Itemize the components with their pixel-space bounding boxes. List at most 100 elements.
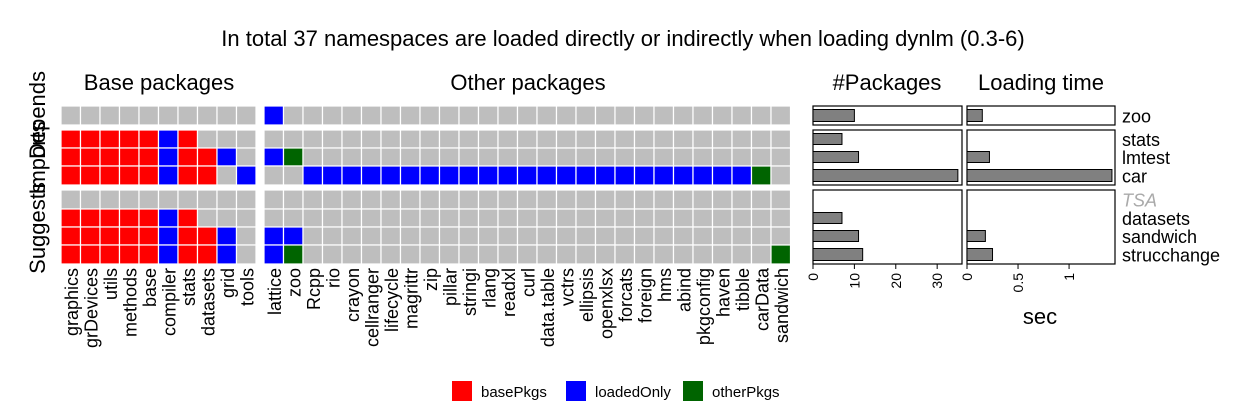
other-cell-r0-c17: [594, 105, 616, 126]
other-cell-r0-c23: [711, 105, 733, 126]
other-cell-r1-c18: [614, 129, 636, 149]
other-cell-r2-c14: [536, 147, 558, 167]
other-cell-r1-c22: [692, 129, 714, 149]
other-cell-r7-c21: [672, 244, 694, 265]
other-cell-r0-c24: [731, 105, 753, 126]
other-cell-r2-c7: [399, 147, 421, 167]
loading-time-bar-lmtest: [966, 151, 990, 163]
base-cell-r6-c7: [196, 226, 218, 246]
other-column-label-lifecycle: lifecycle: [382, 268, 402, 332]
other-cell-r7-c18: [614, 244, 636, 265]
other-cell-r2-c3: [321, 147, 343, 167]
other-cell-r5-c8: [419, 208, 441, 228]
panel-title-other: Other packages: [450, 70, 605, 95]
other-cell-r4-c6: [380, 189, 402, 210]
base-cell-r3-c1: [79, 165, 101, 186]
other-cell-r1-c12: [497, 129, 519, 149]
other-cell-r6-c8: [419, 226, 441, 246]
other-cell-r5-c19: [633, 208, 655, 228]
other-cell-r6-c20: [653, 226, 675, 246]
base-cell-r1-c4: [138, 129, 160, 149]
x-axis-label-sec: sec: [1023, 304, 1057, 329]
other-cell-r2-c21: [672, 147, 694, 167]
other-cell-r2-c12: [497, 147, 519, 167]
other-column-label-zip: zip: [421, 268, 441, 291]
other-cell-r0-c26: [770, 105, 792, 126]
other-cell-r3-c7: [399, 165, 421, 186]
base-column-label-tools: tools: [237, 268, 257, 306]
other-cell-r2-c25: [750, 147, 772, 167]
other-cell-r2-c20: [653, 147, 675, 167]
other-cell-r4-c25: [750, 189, 772, 210]
other-cell-r3-c10: [458, 165, 480, 186]
other-cell-r6-c22: [692, 226, 714, 246]
other-cell-r4-c20: [653, 189, 675, 210]
panel-title-packages: #Packages: [833, 70, 942, 95]
base-cell-r4-c5: [157, 189, 179, 210]
other-cell-r6-c16: [575, 226, 597, 246]
legend-swatch-otherpkgs: [683, 381, 703, 401]
bar-layer: [812, 105, 1116, 269]
other-cell-r2-c15: [555, 147, 577, 167]
other-cell-r1-c20: [653, 129, 675, 149]
other-cell-r5-c6: [380, 208, 402, 228]
base-cell-r6-c1: [79, 226, 101, 246]
other-cell-r7-c15: [555, 244, 577, 265]
base-cell-r2-c3: [118, 147, 140, 167]
other-cell-r4-c21: [672, 189, 694, 210]
base-cell-r6-c6: [177, 226, 199, 246]
base-cell-r6-c5: [157, 226, 179, 246]
other-cell-r2-c9: [438, 147, 460, 167]
other-cell-r6-c25: [750, 226, 772, 246]
packages-bar-sandwich: [812, 230, 860, 242]
other-cell-r5-c20: [653, 208, 675, 228]
other-cell-r2-c11: [477, 147, 499, 167]
other-cell-r6-c23: [711, 226, 733, 246]
other-cell-r5-c16: [575, 208, 597, 228]
base-cell-r1-c1: [79, 129, 101, 149]
base-cell-r3-c0: [60, 165, 82, 186]
other-cell-r3-c19: [633, 165, 655, 186]
loading-time-panel-frame-0: [966, 105, 1116, 126]
other-cell-r7-c7: [399, 244, 421, 265]
base-cell-r4-c7: [196, 189, 218, 210]
other-column-label-cardata: carData: [752, 267, 772, 331]
panel-title-base: Base packages: [84, 70, 234, 95]
base-cell-r2-c5: [157, 147, 179, 167]
other-cell-r2-c23: [711, 147, 733, 167]
base-cell-r1-c5: [157, 129, 179, 149]
other-cell-r3-c12: [497, 165, 519, 186]
row-label-car: car: [1122, 167, 1147, 187]
base-cell-r1-c2: [99, 129, 121, 149]
base-cell-r0-c0: [60, 105, 82, 126]
other-column-label-pillar: pillar: [440, 268, 460, 306]
other-column-label-openxlsx: openxlsx: [596, 268, 616, 339]
packages-tick-label-0: 0: [805, 273, 821, 281]
base-cell-r5-c0: [60, 208, 82, 228]
other-cell-r5-c3: [321, 208, 343, 228]
other-cell-r2-c26: [770, 147, 792, 167]
other-column-label-rcpp: Rcpp: [304, 268, 324, 310]
other-cell-r5-c1: [282, 208, 304, 228]
other-column-label-magrittr: magrittr: [401, 268, 421, 329]
other-cell-r4-c11: [477, 189, 499, 210]
other-cell-r3-c4: [341, 165, 363, 186]
other-cell-r1-c4: [341, 129, 363, 149]
base-cell-r1-c7: [196, 129, 218, 149]
base-cell-r4-c9: [235, 189, 257, 210]
other-cell-r4-c0: [263, 189, 285, 210]
other-column-label-sandwich: sandwich: [772, 268, 792, 343]
base-cell-r7-c4: [138, 244, 160, 265]
other-cell-r0-c25: [750, 105, 772, 126]
row-label-zoo: zoo: [1122, 107, 1151, 127]
packages-bar-stats: [812, 133, 843, 145]
other-cell-r3-c21: [672, 165, 694, 186]
base-cell-r3-c7: [196, 165, 218, 186]
base-cell-r4-c4: [138, 189, 160, 210]
base-cell-r6-c9: [235, 226, 257, 246]
base-cell-r7-c6: [177, 244, 199, 265]
base-cell-r7-c7: [196, 244, 218, 265]
other-cell-r2-c6: [380, 147, 402, 167]
base-cell-r2-c4: [138, 147, 160, 167]
